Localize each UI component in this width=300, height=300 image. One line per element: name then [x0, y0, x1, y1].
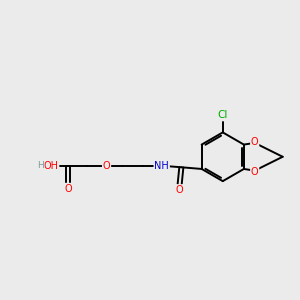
Text: O: O: [103, 161, 110, 171]
Text: NH: NH: [154, 160, 169, 171]
Text: Cl: Cl: [218, 110, 228, 121]
Text: OH: OH: [44, 161, 59, 171]
Text: H: H: [37, 161, 44, 170]
Text: O: O: [64, 184, 72, 194]
Text: O: O: [251, 167, 259, 177]
Text: O: O: [176, 185, 184, 195]
Text: O: O: [251, 136, 259, 146]
